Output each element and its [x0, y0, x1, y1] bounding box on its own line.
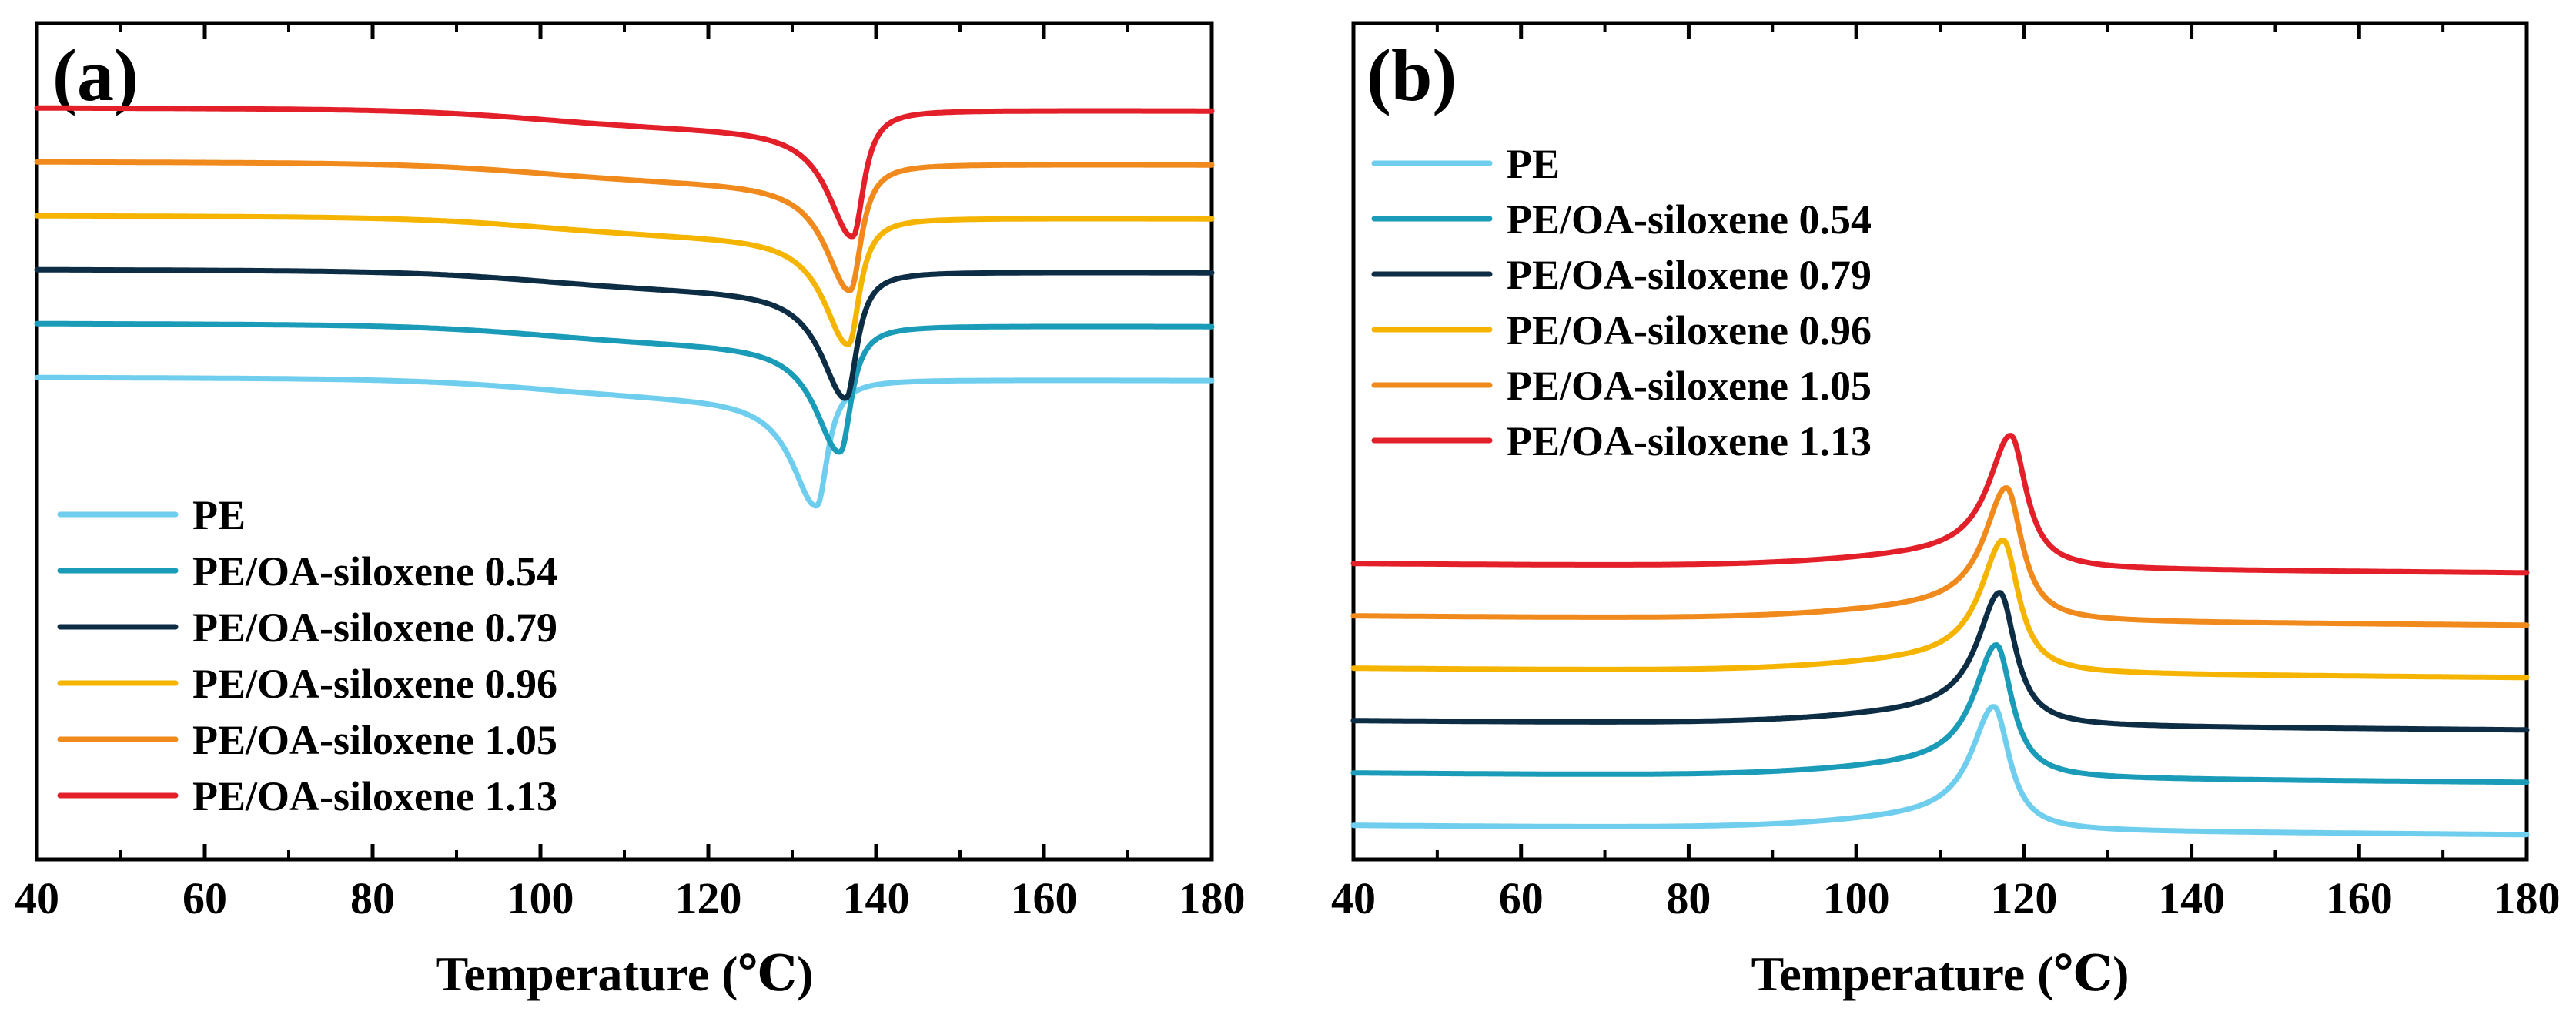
- curve-pe-oa-siloxene-1-05: [34, 159, 1215, 293]
- legend-label: PE/OA-siloxene 0.96: [192, 661, 557, 707]
- legend-label: PE/OA-siloxene 1.05: [192, 717, 557, 763]
- curve-pe-oa-siloxene-0-54: [34, 320, 1215, 455]
- x-tick-label: 120: [675, 873, 742, 923]
- legend-label: PE: [192, 492, 246, 538]
- legend-label: PE/OA-siloxene 0.54: [1507, 196, 1872, 243]
- x-tick-label: 140: [2158, 873, 2225, 923]
- curve-pe-oa-siloxene-0-96: [1350, 537, 2530, 681]
- x-tick-label: 80: [350, 873, 395, 923]
- curve-pe-oa-siloxene-1-13: [34, 105, 1215, 240]
- panel-a: (a) 40 60 80 100 120 140 160 180 Temperature (℃…: [15, 21, 1246, 1001]
- legend-label: PE/OA-siloxene 0.54: [192, 548, 557, 595]
- panel-a-curves: [34, 105, 1215, 509]
- curve-pe-oa-siloxene-0-54: [1350, 642, 2530, 785]
- x-tick-label: 80: [1666, 873, 1711, 923]
- legend-label: PE/OA-siloxene 0.79: [1507, 252, 1872, 298]
- legend-label: PE/OA-siloxene 0.96: [1507, 307, 1872, 353]
- panel-a-legend: PE PE/OA-siloxene 0.54 PE/OA-siloxene 0.79…: [57, 492, 557, 819]
- curve-pe-oa-siloxene-1-05: [1350, 485, 2530, 628]
- x-tick-label: 40: [15, 873, 59, 923]
- curve-pe-oa-siloxene-0-79: [34, 266, 1215, 401]
- x-tick-label: 140: [843, 873, 910, 923]
- legend-label: PE/OA-siloxene 1.13: [1507, 418, 1872, 464]
- panel-a-x-axis-title: Temperature (℃): [436, 946, 814, 1001]
- x-tick-label: 120: [1990, 873, 2057, 923]
- panel-b-label: (b): [1367, 34, 1457, 116]
- panel-b-x-axis-title: Temperature (℃): [1751, 946, 2129, 1001]
- x-tick-label: 60: [182, 873, 227, 923]
- legend-label: PE/OA-siloxene 1.05: [1507, 363, 1872, 409]
- panel-b-curves: [1350, 433, 2530, 838]
- legend-label: PE: [1507, 141, 1560, 187]
- x-tick-label: 60: [1499, 873, 1544, 923]
- curve-pe-oa-siloxene-0-96: [34, 213, 1215, 347]
- panel-b-ticks: [1351, 23, 2529, 859]
- curve-pe-oa-siloxene-0-79: [1350, 590, 2530, 733]
- panel-b: (b) 40 60 80 100 120 140 160 180 Temperature (℃…: [1331, 21, 2561, 1001]
- x-tick-label: 160: [2326, 873, 2393, 923]
- panel-a-ticks: [35, 23, 1214, 859]
- curve-pe: [1350, 704, 2530, 838]
- panel-b-legend: PE PE/OA-siloxene 0.54 PE/OA-siloxene 0.79…: [1371, 141, 1872, 464]
- legend-label: PE/OA-siloxene 0.79: [192, 605, 557, 651]
- x-tick-label: 40: [1331, 873, 1376, 923]
- legend-label: PE/OA-siloxene 1.13: [192, 773, 557, 819]
- x-tick-label: 180: [2494, 873, 2561, 923]
- x-tick-label: 180: [1179, 873, 1246, 923]
- panel-a-label: (a): [52, 34, 139, 116]
- x-tick-label: 100: [1823, 873, 1890, 923]
- x-tick-label: 160: [1011, 873, 1078, 923]
- curve-pe-oa-siloxene-1-13: [1350, 433, 2530, 576]
- curve-pe: [34, 374, 1215, 509]
- panel-a-tick-labels: 40 60 80 100 120 140 160 180: [15, 873, 1246, 923]
- x-tick-label: 100: [507, 873, 574, 923]
- panel-b-tick-labels: 40 60 80 100 120 140 160 180: [1331, 873, 2561, 923]
